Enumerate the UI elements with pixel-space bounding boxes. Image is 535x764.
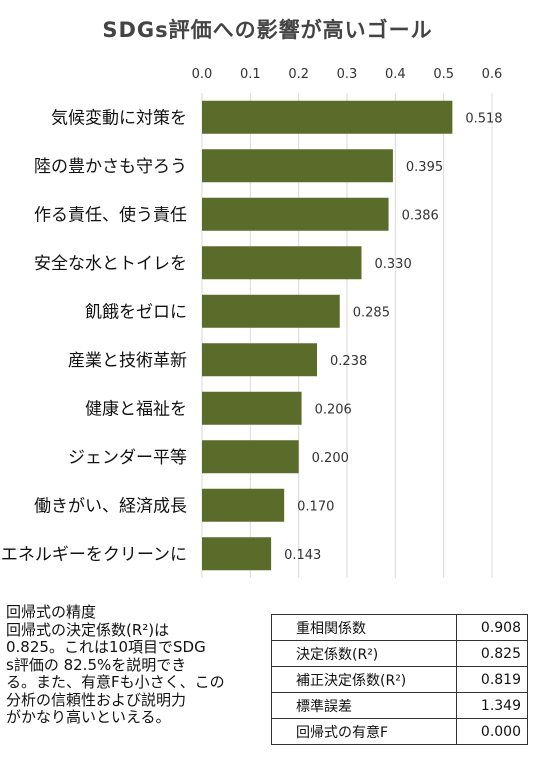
regression-note-line: s評価の 82.5%を説明でき xyxy=(6,655,187,674)
x-tick-label: 0.6 xyxy=(482,67,503,82)
category-label: 気候変動に対策を xyxy=(51,108,187,128)
category-label: 飢餓をゼロに xyxy=(85,302,187,322)
stat-label: 重相関係数 xyxy=(271,614,457,641)
bar xyxy=(202,294,340,328)
data-label: 0.143 xyxy=(284,548,321,563)
table-row: 補正決定係数(R²) 0.819 xyxy=(271,666,529,693)
data-label: 0.238 xyxy=(330,354,367,369)
category-label: 働きがい、経済成長 xyxy=(34,496,187,516)
stat-value: 0.000 xyxy=(455,718,529,745)
data-label: 0.200 xyxy=(312,451,349,466)
data-label: 0.206 xyxy=(315,402,352,417)
stat-value: 1.349 xyxy=(455,692,529,719)
regression-stats-table: 重相関係数 0.908 決定係数(R²) 0.825 補正決定係数(R²) 0.… xyxy=(271,614,529,745)
bar xyxy=(202,343,318,377)
regression-note-line: 0.825。これは10項目でSDG xyxy=(6,638,206,656)
category-label: ジェンダー平等 xyxy=(68,448,187,468)
stat-label: 決定係数(R²) xyxy=(271,640,457,667)
bar xyxy=(202,149,393,183)
data-label: 0.285 xyxy=(353,305,390,320)
category-label: 産業と技術革新 xyxy=(68,351,187,371)
bar-chart: 0.0 0.1 0.2 0.3 0.4 0.5 0.6 気候変動に対策を陸の豊かさも守ろう作… xyxy=(1,67,503,578)
x-tick-label: 0.5 xyxy=(433,67,454,82)
x-axis-ticks: 0.0 0.1 0.2 0.3 0.4 0.5 0.6 xyxy=(192,67,503,82)
bar xyxy=(202,488,285,522)
bar xyxy=(202,537,272,571)
x-tick-label: 0.4 xyxy=(385,67,406,82)
x-tick-label: 0.3 xyxy=(337,67,358,82)
data-label: 0.518 xyxy=(465,111,502,126)
category-labels: 気候変動に対策を陸の豊かさも守ろう作る責任、使う責任安全な水とトイレを飢餓をゼロ… xyxy=(1,108,187,565)
data-label: 0.170 xyxy=(297,499,334,514)
stat-label: 補正決定係数(R²) xyxy=(271,666,457,693)
x-tick-label: 0.2 xyxy=(288,67,309,82)
regression-note-title: 回帰式の精度 xyxy=(6,603,97,621)
table-row: 標準誤差 1.349 xyxy=(271,692,529,719)
data-label: 0.386 xyxy=(402,208,439,223)
data-label: 0.395 xyxy=(406,160,443,175)
regression-note-line: がかなり高いといえる。 xyxy=(6,708,171,726)
category-label: 陸の豊かさも守ろう xyxy=(34,157,187,177)
bar xyxy=(202,246,362,280)
bars xyxy=(202,100,453,571)
stat-value: 0.908 xyxy=(455,614,529,641)
bar xyxy=(202,391,302,425)
category-label: 作る責任、使う責任 xyxy=(34,204,187,225)
stat-value: 0.819 xyxy=(455,666,529,693)
x-tick-label: 0.1 xyxy=(240,67,261,82)
regression-note-line: 分析の信頼性および説明力 xyxy=(6,690,187,709)
table-row: 回帰式の有意F 0.000 xyxy=(271,718,529,745)
bar xyxy=(202,197,389,231)
regression-note: 回帰式の精度 回帰式の決定係数(R²)は 0.825。これは10項目でSDG s… xyxy=(6,603,256,727)
stat-label: 回帰式の有意F xyxy=(271,718,457,745)
category-label: エネルギーをクリーンに xyxy=(1,545,187,565)
category-label: 安全な水とトイレを xyxy=(34,254,187,274)
bar xyxy=(202,100,453,134)
table-row: 重相関係数 0.908 xyxy=(271,614,529,641)
chart-title: SDGs評価への影響が高いゴール xyxy=(102,18,433,42)
bar xyxy=(202,440,299,474)
stat-label: 標準誤差 xyxy=(271,692,457,719)
value-labels: 0.518 0.395 0.386 0.330 0.285 0.238 0.206 0.200… xyxy=(284,111,502,563)
x-tick-label: 0.0 xyxy=(192,67,213,82)
table-row: 決定係数(R²) 0.825 xyxy=(271,640,529,667)
category-label: 健康と福祉を xyxy=(85,399,187,419)
regression-note-line: る。また、有意Fも小さく、この xyxy=(6,673,225,691)
data-label: 0.330 xyxy=(375,257,412,272)
regression-note-line: 回帰式の決定係数(R²)は xyxy=(6,620,170,639)
stat-value: 0.825 xyxy=(455,640,529,667)
